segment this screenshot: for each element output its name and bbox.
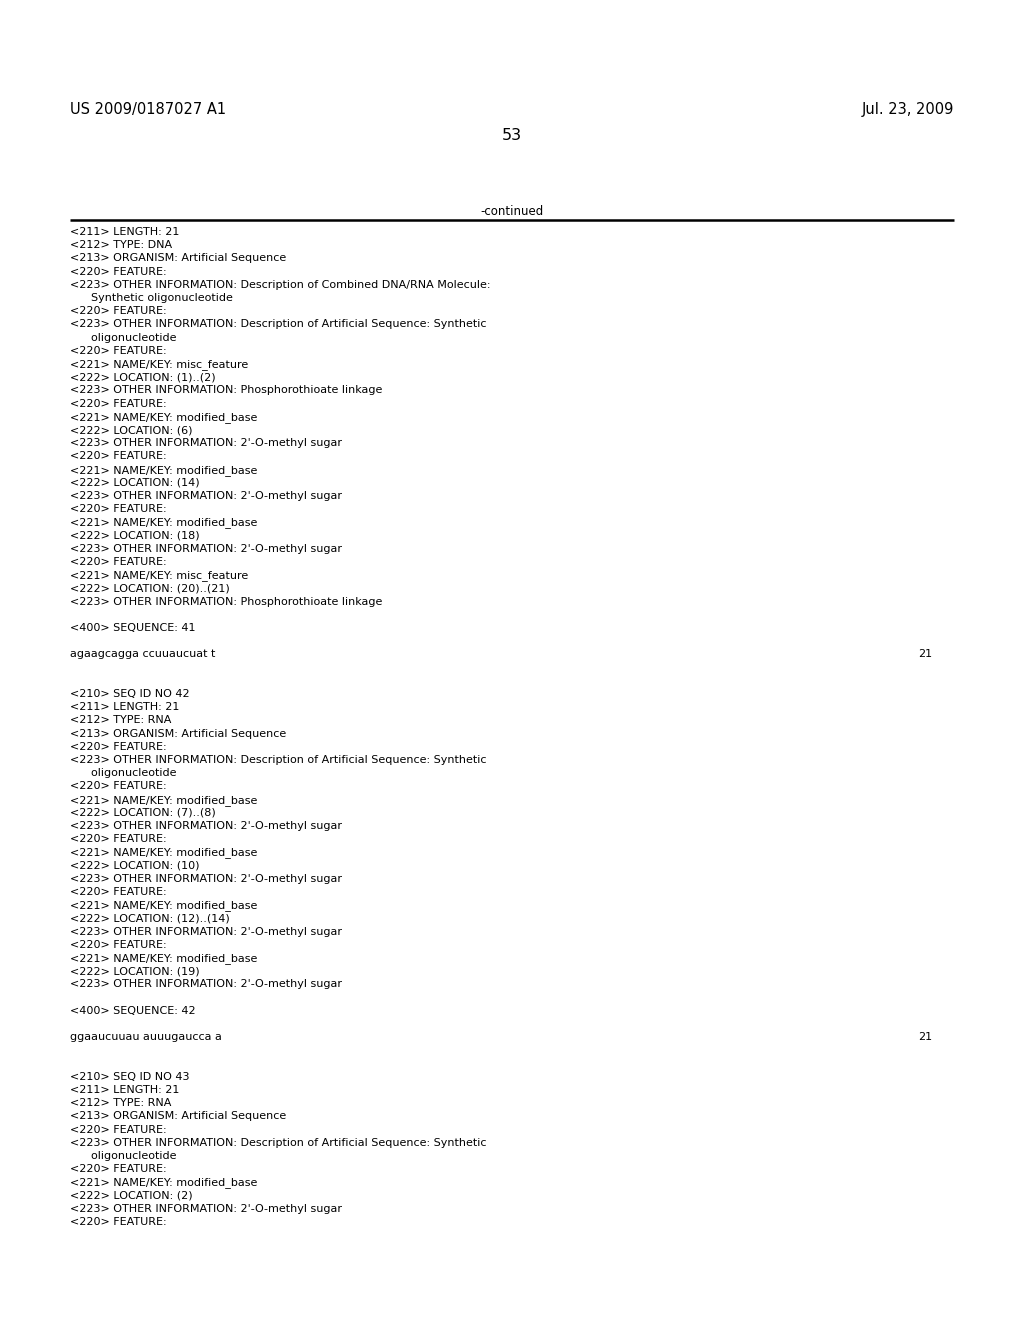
Text: <220> FEATURE:: <220> FEATURE: [70, 834, 166, 845]
Text: <221> NAME/KEY: modified_base: <221> NAME/KEY: modified_base [70, 1177, 257, 1188]
Text: <220> FEATURE:: <220> FEATURE: [70, 346, 166, 356]
Text: <221> NAME/KEY: misc_feature: <221> NAME/KEY: misc_feature [70, 359, 248, 370]
Text: <213> ORGANISM: Artificial Sequence: <213> ORGANISM: Artificial Sequence [70, 1111, 286, 1122]
Text: <220> FEATURE:: <220> FEATURE: [70, 1217, 166, 1228]
Text: <223> OTHER INFORMATION: 2'-O-methyl sugar: <223> OTHER INFORMATION: 2'-O-methyl sug… [70, 544, 342, 554]
Text: <222> LOCATION: (6): <222> LOCATION: (6) [70, 425, 193, 436]
Text: -continued: -continued [480, 205, 544, 218]
Text: <223> OTHER INFORMATION: 2'-O-methyl sugar: <223> OTHER INFORMATION: 2'-O-methyl sug… [70, 1204, 342, 1214]
Text: <213> ORGANISM: Artificial Sequence: <213> ORGANISM: Artificial Sequence [70, 729, 286, 739]
Text: oligonucleotide: oligonucleotide [70, 333, 176, 343]
Text: <223> OTHER INFORMATION: 2'-O-methyl sugar: <223> OTHER INFORMATION: 2'-O-methyl sug… [70, 979, 342, 990]
Text: <220> FEATURE:: <220> FEATURE: [70, 742, 166, 752]
Text: <220> FEATURE:: <220> FEATURE: [70, 399, 166, 409]
Text: <400> SEQUENCE: 42: <400> SEQUENCE: 42 [70, 1006, 196, 1016]
Text: <222> LOCATION: (12)..(14): <222> LOCATION: (12)..(14) [70, 913, 229, 924]
Text: <223> OTHER INFORMATION: Description of Artificial Sequence: Synthetic: <223> OTHER INFORMATION: Description of … [70, 319, 486, 330]
Text: <220> FEATURE:: <220> FEATURE: [70, 504, 166, 515]
Text: <222> LOCATION: (20)..(21): <222> LOCATION: (20)..(21) [70, 583, 229, 594]
Text: oligonucleotide: oligonucleotide [70, 768, 176, 779]
Text: <400> SEQUENCE: 41: <400> SEQUENCE: 41 [70, 623, 196, 634]
Text: Synthetic oligonucleotide: Synthetic oligonucleotide [70, 293, 232, 304]
Text: <221> NAME/KEY: modified_base: <221> NAME/KEY: modified_base [70, 795, 257, 805]
Text: <220> FEATURE:: <220> FEATURE: [70, 1125, 166, 1135]
Text: <223> OTHER INFORMATION: 2'-O-methyl sugar: <223> OTHER INFORMATION: 2'-O-methyl sug… [70, 874, 342, 884]
Text: ggaaucuuau auuugaucca a: ggaaucuuau auuugaucca a [70, 1032, 221, 1043]
Text: <221> NAME/KEY: misc_feature: <221> NAME/KEY: misc_feature [70, 570, 248, 581]
Text: <223> OTHER INFORMATION: 2'-O-methyl sugar: <223> OTHER INFORMATION: 2'-O-methyl sug… [70, 438, 342, 449]
Text: <222> LOCATION: (10): <222> LOCATION: (10) [70, 861, 199, 871]
Text: <212> TYPE: DNA: <212> TYPE: DNA [70, 240, 172, 251]
Text: oligonucleotide: oligonucleotide [70, 1151, 176, 1162]
Text: <212> TYPE: RNA: <212> TYPE: RNA [70, 1098, 171, 1109]
Text: <221> NAME/KEY: modified_base: <221> NAME/KEY: modified_base [70, 465, 257, 475]
Text: Jul. 23, 2009: Jul. 23, 2009 [862, 102, 954, 116]
Text: agaagcagga ccuuaucuat t: agaagcagga ccuuaucuat t [70, 649, 215, 660]
Text: <212> TYPE: RNA: <212> TYPE: RNA [70, 715, 171, 726]
Text: <221> NAME/KEY: modified_base: <221> NAME/KEY: modified_base [70, 517, 257, 528]
Text: <222> LOCATION: (14): <222> LOCATION: (14) [70, 478, 200, 488]
Text: <223> OTHER INFORMATION: Description of Combined DNA/RNA Molecule:: <223> OTHER INFORMATION: Description of … [70, 280, 490, 290]
Text: <221> NAME/KEY: modified_base: <221> NAME/KEY: modified_base [70, 900, 257, 911]
Text: <223> OTHER INFORMATION: 2'-O-methyl sugar: <223> OTHER INFORMATION: 2'-O-methyl sug… [70, 821, 342, 832]
Text: 21: 21 [918, 649, 932, 660]
Text: <223> OTHER INFORMATION: Phosphorothioate linkage: <223> OTHER INFORMATION: Phosphorothioat… [70, 597, 382, 607]
Text: <211> LENGTH: 21: <211> LENGTH: 21 [70, 702, 179, 713]
Text: <223> OTHER INFORMATION: 2'-O-methyl sugar: <223> OTHER INFORMATION: 2'-O-methyl sug… [70, 491, 342, 502]
Text: <222> LOCATION: (7)..(8): <222> LOCATION: (7)..(8) [70, 808, 215, 818]
Text: <220> FEATURE:: <220> FEATURE: [70, 887, 166, 898]
Text: <221> NAME/KEY: modified_base: <221> NAME/KEY: modified_base [70, 412, 257, 422]
Text: 53: 53 [502, 128, 522, 143]
Text: <222> LOCATION: (19): <222> LOCATION: (19) [70, 966, 200, 977]
Text: <220> FEATURE:: <220> FEATURE: [70, 781, 166, 792]
Text: 21: 21 [918, 1032, 932, 1043]
Text: <220> FEATURE:: <220> FEATURE: [70, 940, 166, 950]
Text: <221> NAME/KEY: modified_base: <221> NAME/KEY: modified_base [70, 953, 257, 964]
Text: <223> OTHER INFORMATION: 2'-O-methyl sugar: <223> OTHER INFORMATION: 2'-O-methyl sug… [70, 927, 342, 937]
Text: <213> ORGANISM: Artificial Sequence: <213> ORGANISM: Artificial Sequence [70, 253, 286, 264]
Text: <221> NAME/KEY: modified_base: <221> NAME/KEY: modified_base [70, 847, 257, 858]
Text: <220> FEATURE:: <220> FEATURE: [70, 306, 166, 317]
Text: <220> FEATURE:: <220> FEATURE: [70, 1164, 166, 1175]
Text: <211> LENGTH: 21: <211> LENGTH: 21 [70, 1085, 179, 1096]
Text: <210> SEQ ID NO 43: <210> SEQ ID NO 43 [70, 1072, 189, 1082]
Text: <211> LENGTH: 21: <211> LENGTH: 21 [70, 227, 179, 238]
Text: <220> FEATURE:: <220> FEATURE: [70, 557, 166, 568]
Text: <210> SEQ ID NO 42: <210> SEQ ID NO 42 [70, 689, 189, 700]
Text: <223> OTHER INFORMATION: Description of Artificial Sequence: Synthetic: <223> OTHER INFORMATION: Description of … [70, 755, 486, 766]
Text: <223> OTHER INFORMATION: Phosphorothioate linkage: <223> OTHER INFORMATION: Phosphorothioat… [70, 385, 382, 396]
Text: <222> LOCATION: (18): <222> LOCATION: (18) [70, 531, 200, 541]
Text: <222> LOCATION: (2): <222> LOCATION: (2) [70, 1191, 193, 1201]
Text: US 2009/0187027 A1: US 2009/0187027 A1 [70, 102, 225, 116]
Text: <220> FEATURE:: <220> FEATURE: [70, 451, 166, 462]
Text: <222> LOCATION: (1)..(2): <222> LOCATION: (1)..(2) [70, 372, 215, 383]
Text: <223> OTHER INFORMATION: Description of Artificial Sequence: Synthetic: <223> OTHER INFORMATION: Description of … [70, 1138, 486, 1148]
Text: <220> FEATURE:: <220> FEATURE: [70, 267, 166, 277]
